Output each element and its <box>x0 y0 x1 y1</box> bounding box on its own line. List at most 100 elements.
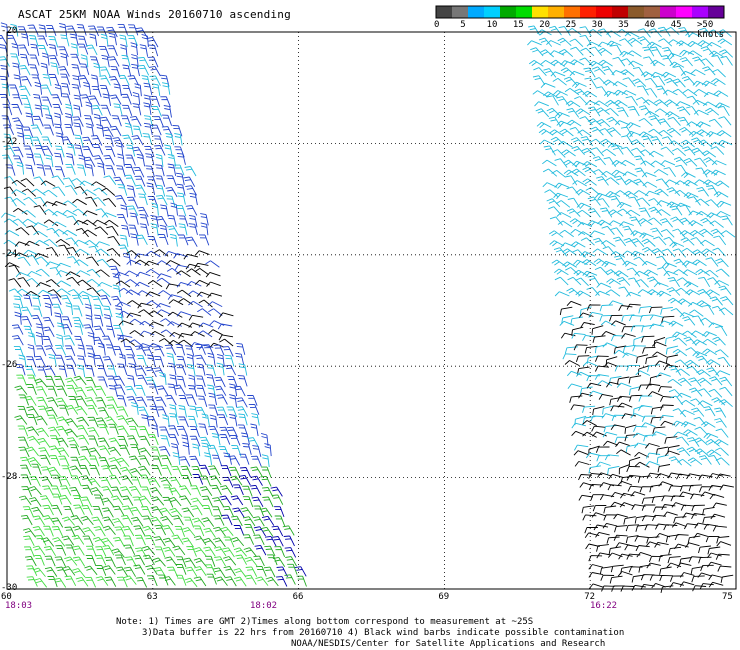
wind-barb <box>700 564 714 572</box>
wind-barb <box>641 496 655 505</box>
wind-barb <box>718 399 733 408</box>
wind-barb <box>158 234 169 246</box>
wind-barb <box>218 446 230 457</box>
wind-barb <box>223 565 236 576</box>
wind-barb <box>137 64 150 76</box>
wind-barb <box>95 397 107 408</box>
wind-barb <box>64 526 76 538</box>
wind-barb <box>21 210 36 218</box>
wind-barb <box>193 547 207 557</box>
wind-barb <box>18 446 30 458</box>
wind-barb <box>628 566 643 573</box>
wind-barb <box>166 352 176 366</box>
wind-barb <box>638 105 652 115</box>
wind-barb <box>717 565 732 572</box>
wind-barb <box>148 477 161 488</box>
wind-barb <box>206 364 216 377</box>
wind-barb <box>50 62 59 75</box>
wind-barb <box>0 56 10 67</box>
wind-barb <box>108 474 121 485</box>
wind-barb <box>688 484 702 492</box>
wind-barb <box>709 50 724 58</box>
wind-barb <box>52 303 63 315</box>
wind-barb <box>573 269 589 277</box>
wind-barb <box>667 556 681 564</box>
wind-barb <box>150 516 164 527</box>
wind-barb <box>209 320 225 326</box>
wind-barb <box>655 85 668 96</box>
wind-barb <box>585 187 600 195</box>
wind-barb <box>116 214 128 225</box>
wind-barb <box>205 271 221 278</box>
wind-barb <box>34 145 46 156</box>
wind-barb <box>700 421 716 428</box>
wind-barb <box>588 483 603 491</box>
wind-barb <box>141 414 150 427</box>
wind-barb <box>161 126 174 137</box>
wind-barb <box>554 276 569 286</box>
wind-barb <box>188 385 198 397</box>
wind-barb <box>80 496 93 508</box>
wind-barb <box>647 289 662 296</box>
wind-barb <box>202 537 217 548</box>
wind-barb <box>597 47 613 55</box>
wind-barb <box>139 320 154 328</box>
wind-barb <box>136 234 148 246</box>
wind-barb <box>242 534 255 545</box>
wind-barb <box>20 514 33 526</box>
wind-barb <box>714 180 730 188</box>
wind-barb <box>43 238 58 248</box>
wind-barb <box>276 576 288 587</box>
wind-barb <box>238 413 248 426</box>
wind-barb <box>546 40 561 46</box>
wind-barb <box>548 230 564 238</box>
wind-barb <box>666 187 681 197</box>
wind-barb <box>132 125 143 138</box>
wind-barb <box>61 324 73 335</box>
wind-barb <box>585 100 600 106</box>
wind-barb <box>53 229 69 236</box>
wind-barb <box>660 228 675 238</box>
wind-barb <box>109 94 122 105</box>
wind-barb <box>618 286 631 297</box>
wind-barb <box>41 96 53 108</box>
wind-barb <box>645 355 658 365</box>
wind-barb <box>698 556 712 564</box>
wind-barb <box>187 415 198 428</box>
wind-barb <box>686 106 699 116</box>
wind-barb <box>563 169 579 177</box>
wind-barb <box>582 361 598 367</box>
wind-barb <box>102 356 115 367</box>
wind-barb <box>166 267 182 276</box>
wind-barb <box>716 536 730 544</box>
wind-barb <box>711 55 724 66</box>
wind-barb <box>177 322 193 328</box>
wind-barb <box>609 314 623 322</box>
wind-barb <box>49 267 62 278</box>
wind-barb <box>224 364 237 376</box>
wind-barb <box>25 112 34 125</box>
wind-barb <box>609 396 622 406</box>
wind-barb <box>270 486 283 497</box>
wind-barb <box>154 249 169 257</box>
wind-barb <box>588 390 604 396</box>
wind-barb <box>185 345 195 358</box>
wind-barb <box>666 562 682 568</box>
wind-barb <box>679 49 695 57</box>
wind-barb <box>212 497 225 508</box>
wind-barb <box>159 224 169 238</box>
wind-barb <box>672 78 686 88</box>
wind-barb <box>625 524 640 532</box>
wind-barb <box>68 396 79 407</box>
wind-barb <box>12 94 23 106</box>
wind-barb <box>160 204 169 217</box>
wind-barbs <box>0 22 736 594</box>
wind-barb <box>78 455 92 466</box>
wind-barb <box>244 556 258 567</box>
wind-barb <box>176 375 186 388</box>
wind-barb <box>645 383 661 390</box>
wind-barb <box>44 545 56 557</box>
wind-barb <box>223 536 235 548</box>
wind-barb <box>139 330 155 336</box>
wind-barb <box>61 93 72 105</box>
